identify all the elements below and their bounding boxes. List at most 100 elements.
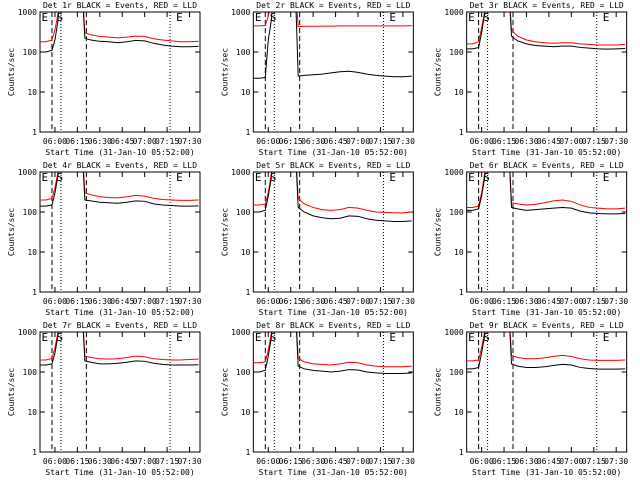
x-tick-label: 07:15 bbox=[582, 457, 606, 466]
x-tick-label: 06:45 bbox=[110, 137, 134, 146]
series-line bbox=[253, 172, 412, 222]
annotation: E bbox=[468, 171, 475, 184]
x-tick-label: 06:30 bbox=[301, 457, 325, 466]
x-tick-label: 06:45 bbox=[537, 137, 561, 146]
y-tick-label: 10 bbox=[27, 88, 37, 97]
x-tick-label: 06:00 bbox=[256, 137, 280, 146]
x-axis-label: Start Time (31-Jan-10 05:52:00) bbox=[45, 148, 194, 157]
x-axis-label: Start Time (31-Jan-10 05:52:00) bbox=[259, 308, 408, 317]
y-tick-label: 10 bbox=[454, 88, 464, 97]
x-tick-label: 07:30 bbox=[177, 457, 201, 466]
annotation: S bbox=[270, 171, 277, 184]
series-line bbox=[40, 12, 199, 43]
panel: Det 9r BLACK = Events, RED = LLD Start Ti… bbox=[434, 321, 629, 477]
annotation: S bbox=[270, 11, 277, 24]
y-tick-label: 10 bbox=[454, 408, 464, 417]
chart-title: Det 8r BLACK = Events, RED = LLD bbox=[256, 321, 410, 330]
y-tick-label: 100 bbox=[23, 208, 38, 217]
series-line bbox=[253, 332, 412, 374]
annotation: E bbox=[389, 331, 396, 344]
annotation: E bbox=[468, 11, 475, 24]
y-axis-label: Counts/sec bbox=[434, 208, 443, 256]
x-tick-label: 06:15 bbox=[492, 137, 516, 146]
x-axis-label: Start Time (31-Jan-10 05:52:00) bbox=[472, 468, 621, 477]
series-line bbox=[40, 332, 199, 361]
panel: Det 5r BLACK = Events, RED = LLD Start Ti… bbox=[220, 161, 415, 317]
chart-title: Det 6r BLACK = Events, RED = LLD bbox=[470, 161, 624, 170]
x-tick-label: 07:30 bbox=[604, 297, 628, 306]
y-tick-label: 1 bbox=[459, 128, 464, 137]
y-axis-label: Counts/sec bbox=[7, 48, 16, 96]
y-axis-label: Counts/sec bbox=[220, 368, 229, 416]
annotation: E bbox=[389, 11, 396, 24]
panel: Det 8r BLACK = Events, RED = LLD Start Ti… bbox=[220, 321, 415, 477]
series-group bbox=[40, 12, 199, 53]
x-tick-label: 06:15 bbox=[65, 457, 89, 466]
y-tick-label: 1000 bbox=[18, 8, 37, 17]
annotation: E bbox=[603, 331, 610, 344]
x-tick-label: 06:45 bbox=[110, 457, 134, 466]
x-tick-label: 06:15 bbox=[279, 457, 303, 466]
y-tick-label: 100 bbox=[23, 368, 38, 377]
chart-title: Det 4r BLACK = Events, RED = LLD bbox=[43, 161, 197, 170]
x-tick-label: 06:30 bbox=[88, 457, 112, 466]
x-tick-label: 06:45 bbox=[537, 457, 561, 466]
series-line bbox=[253, 172, 412, 214]
annotation: S bbox=[56, 11, 63, 24]
y-axis-label: Counts/sec bbox=[434, 368, 443, 416]
panel: Det 7r BLACK = Events, RED = LLD Start Ti… bbox=[7, 321, 202, 477]
x-tick-label: 06:00 bbox=[470, 137, 494, 146]
x-tick-label: 06:15 bbox=[492, 457, 516, 466]
x-tick-label: 06:15 bbox=[492, 297, 516, 306]
x-tick-label: 07:15 bbox=[582, 137, 606, 146]
y-axis-label: Counts/sec bbox=[434, 48, 443, 96]
x-tick-label: 06:00 bbox=[470, 457, 494, 466]
plot-frame bbox=[39, 171, 201, 293]
plot-frame bbox=[39, 11, 201, 133]
x-tick-label: 06:15 bbox=[65, 297, 89, 306]
plot-frame bbox=[252, 331, 414, 453]
y-tick-label: 10 bbox=[27, 248, 37, 257]
x-tick-label: 06:30 bbox=[301, 137, 325, 146]
plot-frame bbox=[39, 331, 201, 453]
x-tick-label: 07:15 bbox=[155, 137, 179, 146]
series-group bbox=[40, 172, 199, 207]
x-tick-label: 07:30 bbox=[177, 297, 201, 306]
y-tick-label: 100 bbox=[23, 48, 38, 57]
annotation: E bbox=[41, 171, 48, 184]
x-tick-label: 07:15 bbox=[368, 137, 392, 146]
annotation: E bbox=[255, 11, 262, 24]
x-tick-label: 06:15 bbox=[279, 137, 303, 146]
chart-title: Det 3r BLACK = Events, RED = LLD bbox=[470, 1, 624, 10]
y-tick-label: 100 bbox=[236, 208, 251, 217]
x-tick-label: 07:00 bbox=[346, 297, 370, 306]
y-tick-label: 1 bbox=[246, 288, 251, 297]
series-group bbox=[253, 332, 412, 374]
y-tick-label: 1000 bbox=[444, 328, 463, 337]
y-tick-label: 1 bbox=[459, 448, 464, 457]
y-tick-label: 100 bbox=[236, 48, 251, 57]
chart-title: Det 7r BLACK = Events, RED = LLD bbox=[43, 321, 197, 330]
x-tick-label: 07:30 bbox=[604, 137, 628, 146]
series-group bbox=[466, 332, 626, 370]
y-tick-label: 1 bbox=[32, 288, 37, 297]
x-tick-label: 06:00 bbox=[256, 297, 280, 306]
x-tick-label: 06:45 bbox=[324, 137, 348, 146]
chart-title: Det 1r BLACK = Events, RED = LLD bbox=[43, 1, 197, 10]
x-tick-label: 07:30 bbox=[391, 457, 415, 466]
annotation: S bbox=[270, 331, 277, 344]
annotation: E bbox=[255, 331, 262, 344]
x-axis-label: Start Time (31-Jan-10 05:52:00) bbox=[259, 148, 408, 157]
x-tick-label: 07:15 bbox=[155, 297, 179, 306]
annotation: E bbox=[603, 11, 610, 24]
x-tick-label: 06:15 bbox=[65, 137, 89, 146]
y-tick-label: 1000 bbox=[231, 8, 250, 17]
annotation: E bbox=[255, 171, 262, 184]
plot-frame bbox=[252, 11, 414, 133]
series-line bbox=[466, 12, 626, 50]
x-tick-label: 07:30 bbox=[604, 457, 628, 466]
x-tick-label: 06:30 bbox=[514, 457, 538, 466]
x-tick-label: 07:30 bbox=[391, 137, 415, 146]
x-tick-label: 07:00 bbox=[559, 297, 583, 306]
